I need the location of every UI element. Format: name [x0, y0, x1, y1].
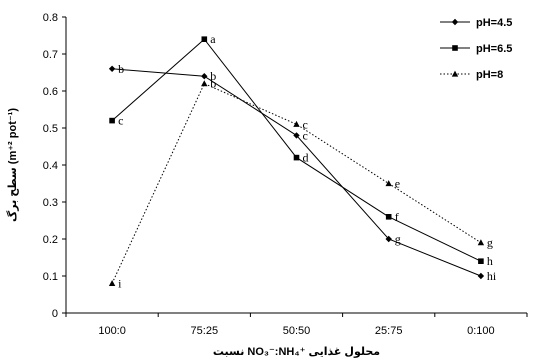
data-point-label: a — [210, 32, 216, 46]
data-point-label: b — [118, 62, 124, 76]
data-point-label: hi — [487, 269, 497, 283]
x-tick-label: 0:100 — [467, 325, 495, 337]
data-point-label: c — [118, 114, 123, 128]
data-point — [385, 235, 392, 243]
data-point-label: h — [487, 254, 493, 268]
data-point-label: b — [210, 77, 216, 91]
y-tick-label: 0.4 — [43, 160, 58, 172]
x-tick-label: 25:75 — [375, 325, 403, 337]
data-point-label: f — [395, 210, 399, 224]
y-tick-label: 0.1 — [43, 271, 58, 283]
y-tick-label: 0.7 — [43, 49, 58, 61]
legend-item: pH=4.5 — [440, 17, 512, 29]
data-point-label: c — [303, 128, 308, 142]
data-point — [201, 36, 208, 42]
legend-label: pH=8 — [476, 69, 503, 81]
series-triangle: i b c e g — [108, 77, 493, 290]
data-point-label: g — [395, 232, 401, 246]
x-tick-label: 50:50 — [283, 325, 311, 337]
y-axis-title: سطح برگ (m⁺² pot⁻¹) — [5, 108, 19, 222]
data-point — [108, 280, 116, 286]
series-square: c a d f h — [109, 32, 493, 268]
y-tick-label: 0.5 — [43, 123, 58, 135]
x-tick-label: 75:25 — [191, 325, 219, 337]
data-point — [293, 120, 300, 127]
y-tick-label: 0 — [52, 308, 58, 320]
y-tick-label: 0.6 — [43, 86, 58, 98]
data-point — [478, 258, 484, 264]
legend: pH=4.5 pH=6.5 pH=8 — [440, 17, 512, 81]
y-tick-label: 0.3 — [43, 197, 58, 209]
legend-label: pH=4.5 — [476, 17, 512, 29]
data-point — [108, 65, 116, 72]
data-point-label: g — [487, 236, 493, 250]
y-tick-label: 0.2 — [43, 234, 58, 246]
data-point — [201, 80, 208, 87]
data-point — [385, 180, 392, 187]
legend-marker — [452, 45, 458, 51]
y-tick-label: 0.8 — [43, 12, 58, 24]
data-point — [477, 272, 485, 280]
series-line — [111, 38, 482, 262]
data-point — [477, 239, 485, 246]
legend-item: pH=8 — [440, 69, 503, 81]
series-line — [111, 82, 482, 284]
data-point-label: i — [118, 276, 122, 290]
data-point — [201, 73, 208, 80]
data-point — [385, 214, 392, 220]
x-axis-title: نسبت NO₃⁻:NH₄⁺ محلول غذایی — [213, 346, 380, 358]
legend-marker — [451, 70, 459, 77]
x-tick-label: 100:0 — [98, 325, 126, 337]
legend-item: pH=6.5 — [440, 43, 512, 55]
data-point — [293, 132, 300, 139]
series-line — [112, 68, 482, 277]
data-point-label: d — [303, 151, 309, 165]
data-point-label: c — [303, 117, 308, 131]
data-point-label: b — [210, 69, 216, 83]
legend-marker — [451, 18, 459, 26]
data-point — [109, 117, 115, 124]
y-ticks: 0 0.1 0.2 0.3 0.4 0.5 0.6 0.7 0.8 — [43, 12, 66, 320]
x-ticks: 100:0 75:25 50:50 25:75 0:100 — [65, 313, 528, 337]
data-point — [293, 154, 300, 161]
axes — [65, 17, 527, 314]
legend-label: pH=6.5 — [476, 43, 512, 55]
data-point-label: e — [395, 177, 400, 191]
